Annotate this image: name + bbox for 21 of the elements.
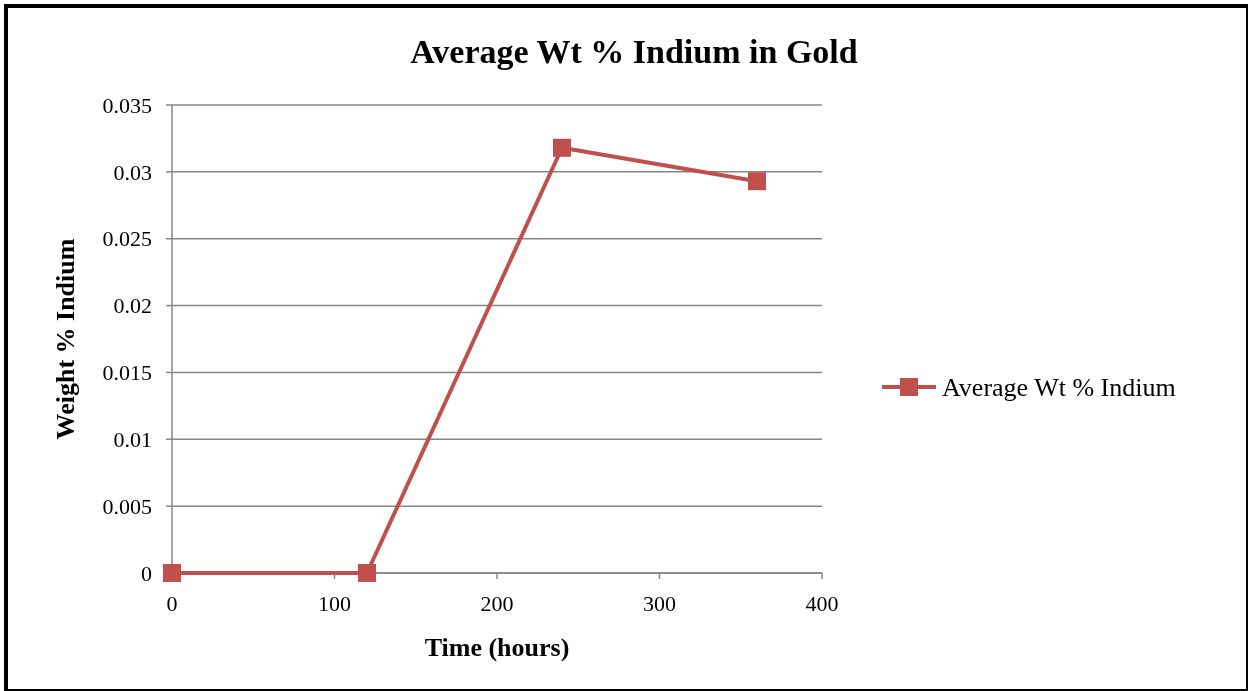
point: [553, 138, 571, 157]
point: [358, 564, 376, 582]
chart-title: Average Wt % Indium in Gold: [410, 33, 858, 70]
y-tick-label: 0.03: [113, 159, 152, 185]
y-tick-label: 0.005: [102, 493, 152, 519]
point: [163, 564, 181, 582]
x-tick-label: 0: [166, 591, 178, 616]
legend-label: Average Wt % Indium: [942, 373, 1176, 403]
x-tick-label: 300: [643, 591, 676, 616]
point: [748, 172, 766, 191]
y-axis-title: Weight % Indium: [51, 238, 80, 440]
y-tick-label: 0.035: [102, 92, 152, 118]
y-tick-label: 0: [141, 560, 152, 586]
y-tick-label: 0.025: [102, 226, 152, 252]
y-tick-label: 0.01: [113, 426, 152, 452]
x-axis-title: Time (hours): [424, 633, 570, 662]
x-tick-label: 100: [318, 591, 351, 616]
x-tick-label: 200: [480, 591, 514, 616]
y-tick-label: 0.015: [102, 360, 152, 386]
x-tick-label: 400: [805, 591, 839, 616]
y-tick-label: 0.02: [113, 293, 152, 319]
